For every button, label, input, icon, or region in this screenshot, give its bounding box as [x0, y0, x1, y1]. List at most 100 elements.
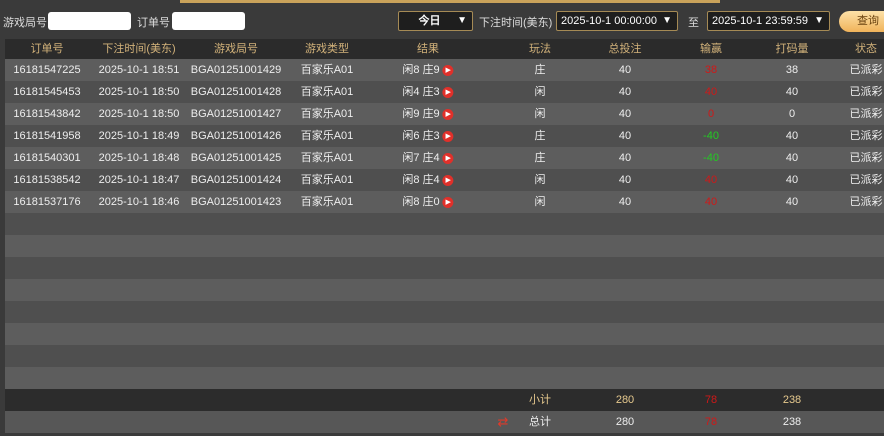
table-header: 订单号 下注时间(美东) 游戏局号 游戏类型 结果 玩法 总投注 输赢 打码量 状态: [5, 39, 884, 59]
cell-code: 40: [785, 174, 799, 186]
cell-time: 2025-10-1 18:47: [98, 174, 180, 186]
play-replay-icon[interactable]: ▶: [442, 86, 454, 98]
play-replay-icon[interactable]: ▶: [442, 152, 454, 164]
refresh-icon[interactable]: ⇄: [497, 414, 509, 429]
result-text: 闲4 庄3: [402, 86, 440, 98]
column-header: 打码量: [775, 43, 809, 55]
column-header: 下注时间(美东): [102, 43, 176, 55]
cell-win: 0: [707, 108, 715, 120]
chevron-down-icon: ▼: [814, 15, 824, 26]
cell-code: 40: [785, 130, 799, 142]
order-input[interactable]: [172, 12, 245, 30]
cell-play: 庄: [534, 130, 546, 142]
cell-bet: 40: [618, 64, 632, 76]
cell-order: 16181547225: [13, 64, 81, 76]
empty-row: [5, 213, 884, 235]
cell-time: 2025-10-1 18:50: [98, 86, 180, 98]
table-row: 16181545453 2025-10-1 18:50 BGA01251001428…: [5, 81, 884, 103]
total-row: ⇄ 总计 280 78 238: [5, 411, 884, 433]
table-row: 16181538542 2025-10-1 18:47 BGA01251001424…: [5, 169, 884, 191]
subtotal-win: 78: [704, 394, 718, 406]
cell-code: 40: [785, 196, 799, 208]
subtotal-code: 238: [782, 394, 802, 406]
start-time-select[interactable]: 2025-10-1 00:00:00 ▼: [556, 11, 678, 31]
empty-row: [5, 235, 884, 257]
order-label: 订单号: [137, 17, 170, 29]
cell-bet: 40: [618, 196, 632, 208]
cell-time: 2025-10-1 18:46: [98, 196, 180, 208]
cell-win: 40: [704, 86, 718, 98]
cell-round: BGA01251001428: [190, 86, 282, 98]
cell-win: -40: [703, 130, 719, 142]
cell-status: 已派彩: [849, 196, 883, 208]
cell-bet: 40: [618, 174, 632, 186]
total-bet: 280: [615, 416, 635, 428]
period-select[interactable]: 今日 ▼: [398, 11, 473, 31]
cell-status: 已派彩: [849, 130, 883, 142]
cell-result: 闲4 庄3 ▶: [402, 81, 454, 103]
play-replay-icon[interactable]: ▶: [442, 174, 454, 186]
cell-code: 40: [785, 86, 799, 98]
play-replay-icon[interactable]: ▶: [442, 108, 454, 120]
play-replay-icon[interactable]: ▶: [442, 130, 454, 142]
cell-time: 2025-10-1 18:48: [98, 152, 180, 164]
start-time-value: 2025-10-1 00:00:00: [561, 15, 658, 27]
cell-code: 38: [785, 64, 799, 76]
cell-win: 38: [704, 64, 718, 76]
cell-play: 闲: [534, 196, 546, 208]
cell-win: 40: [704, 174, 718, 186]
play-replay-icon[interactable]: ▶: [442, 196, 454, 208]
cell-round: BGA01251001426: [190, 130, 282, 142]
cell-type: 百家乐A01: [300, 174, 354, 186]
empty-row: [5, 367, 884, 389]
cell-time: 2025-10-1 18:49: [98, 130, 180, 142]
cell-result: 闲8 庄0 ▶: [402, 191, 454, 213]
cell-order: 16181537176: [13, 196, 81, 208]
cell-bet: 40: [618, 86, 632, 98]
play-replay-icon[interactable]: ▶: [442, 64, 454, 76]
table-row: 16181541958 2025-10-1 18:49 BGA01251001426…: [5, 125, 884, 147]
cell-code: 40: [785, 152, 799, 164]
period-value: 今日: [418, 15, 441, 27]
query-button[interactable]: 查询: [839, 11, 884, 32]
empty-row: [5, 279, 884, 301]
end-time-value: 2025-10-1 23:59:59: [712, 15, 809, 27]
cell-status: 已派彩: [849, 86, 883, 98]
empty-row: [5, 345, 884, 367]
end-time-select[interactable]: 2025-10-1 23:59:59 ▼: [707, 11, 830, 31]
chevron-down-icon: ▼: [662, 15, 672, 26]
cell-time: 2025-10-1 18:50: [98, 108, 180, 120]
cell-play: 闲: [534, 86, 546, 98]
empty-row: [5, 257, 884, 279]
cell-status: 已派彩: [849, 64, 883, 76]
total-win: 78: [704, 416, 718, 428]
cell-bet: 40: [618, 108, 632, 120]
cell-time: 2025-10-1 18:51: [98, 64, 180, 76]
cell-status: 已派彩: [849, 108, 883, 120]
cell-result: 闲9 庄9 ▶: [402, 103, 454, 125]
empty-row: [5, 301, 884, 323]
cell-bet: 40: [618, 152, 632, 164]
cell-order: 16181545453: [13, 86, 81, 98]
subtotal-label: 小计: [529, 394, 551, 406]
cell-bet: 40: [618, 130, 632, 142]
total-code: 238: [782, 416, 802, 428]
cell-result: 闲7 庄4 ▶: [402, 147, 454, 169]
cell-order: 16181543842: [13, 108, 81, 120]
table-row: 16181547225 2025-10-1 18:51 BGA01251001429…: [5, 59, 884, 81]
filter-bar: 游戏局号 订单号 今日 ▼ 下注时间(美东) 2025-10-1 00:00:00…: [0, 10, 884, 32]
to-label: 至: [688, 17, 699, 29]
time-label: 下注时间(美东): [479, 17, 553, 29]
cell-result: 闲6 庄3 ▶: [402, 125, 454, 147]
cell-order: 16181540301: [13, 152, 81, 164]
column-header: 状态: [855, 43, 877, 55]
cell-type: 百家乐A01: [300, 86, 354, 98]
game-round-label: 游戏局号: [3, 17, 47, 29]
chevron-down-icon: ▼: [457, 15, 467, 26]
column-header: 玩法: [529, 43, 551, 55]
cell-round: BGA01251001423: [190, 196, 282, 208]
column-header: 游戏局号: [214, 43, 258, 55]
game-round-input[interactable]: [48, 12, 131, 30]
cell-status: 已派彩: [849, 152, 883, 164]
cell-type: 百家乐A01: [300, 152, 354, 164]
